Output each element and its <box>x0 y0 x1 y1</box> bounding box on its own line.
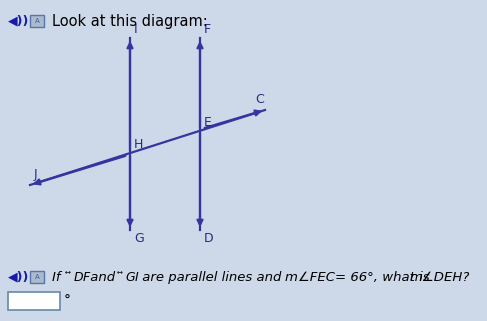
Text: J: J <box>34 168 37 181</box>
Text: m∠FEC= 66°, what is: m∠FEC= 66°, what is <box>285 271 434 284</box>
Text: $\overleftrightarrow{DF}$: $\overleftrightarrow{DF}$ <box>65 270 92 284</box>
Text: $\overleftrightarrow{GI}$: $\overleftrightarrow{GI}$ <box>117 270 140 284</box>
Text: A: A <box>35 274 39 280</box>
Text: I: I <box>134 23 138 36</box>
FancyBboxPatch shape <box>30 15 44 27</box>
Text: If: If <box>52 271 65 284</box>
Text: H: H <box>134 138 143 151</box>
Text: °: ° <box>64 294 71 308</box>
FancyBboxPatch shape <box>30 271 44 283</box>
Text: and: and <box>86 271 119 284</box>
Text: Look at this diagram:: Look at this diagram: <box>52 14 208 29</box>
Text: ◀)): ◀)) <box>8 270 29 283</box>
Text: G: G <box>134 232 144 245</box>
Text: A: A <box>35 18 39 24</box>
Text: C: C <box>255 93 264 106</box>
Text: m∠DEH?: m∠DEH? <box>410 271 470 284</box>
Text: F: F <box>204 23 211 36</box>
Text: D: D <box>204 232 214 245</box>
Text: ◀)): ◀)) <box>8 14 29 27</box>
Text: are parallel lines and: are parallel lines and <box>138 271 285 284</box>
Text: E: E <box>204 116 212 129</box>
FancyBboxPatch shape <box>8 292 60 310</box>
